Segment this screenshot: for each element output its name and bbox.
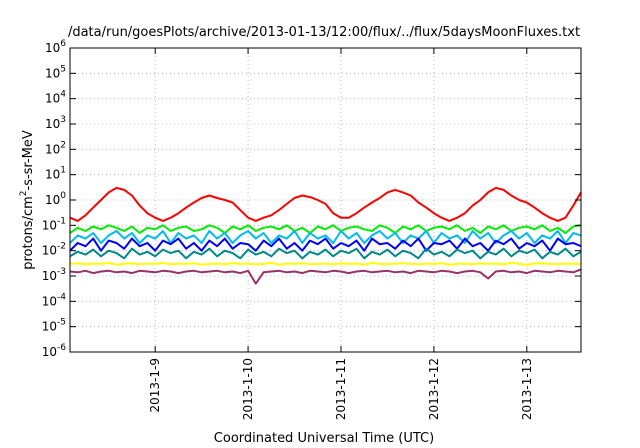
- y-tick-label: 10-3: [42, 267, 66, 283]
- y-tick-label: 101: [45, 166, 66, 182]
- y-tick-label: 104: [45, 90, 66, 106]
- y-tick-label: 100: [45, 191, 66, 207]
- series-line: [69, 247, 582, 260]
- x-axis-label: Coordinated Universal Time (UTC): [214, 431, 434, 446]
- series-line: [69, 230, 582, 244]
- y-tick-label: 105: [45, 64, 66, 80]
- series-line: [69, 186, 582, 222]
- y-tick-label: 10-2: [42, 242, 66, 258]
- y-tick-label: 10-4: [42, 292, 67, 308]
- y-tick-label: 10-1: [42, 216, 66, 232]
- y-tick-label: 10-5: [42, 318, 66, 334]
- x-axis: 2013-1-9 2013-1-10 2013-1-11 2013-1-12 2013-…: [148, 48, 534, 420]
- x-tick-label: 2013-1-10: [241, 358, 255, 420]
- x-tick-label: 2013-1-11: [334, 358, 348, 420]
- x-tick-label: 2013-1-12: [427, 358, 441, 420]
- y-tick-label: 106: [45, 39, 66, 55]
- series-line: [69, 224, 582, 234]
- series-line: [69, 237, 582, 252]
- y-axis-label: protons/cm2-s-sr-MeV: [19, 130, 36, 270]
- x-tick-label: 2013-1-9: [148, 358, 162, 412]
- y-tick-label: 103: [45, 115, 66, 131]
- chart-title: /data/run/goesPlots/archive/2013-01-13/1…: [68, 25, 580, 40]
- series-line: [69, 261, 581, 266]
- y-tick-label: 10-6: [42, 343, 67, 359]
- grid-lines: [70, 48, 581, 352]
- y-axis: 10-6 10-5 10-4 10-3 10-2 10-1 100 101 102 103 104 1…: [42, 39, 581, 359]
- series-group: [69, 186, 582, 285]
- y-tick-label: 102: [45, 140, 66, 156]
- series-line: [69, 268, 582, 285]
- x-tick-label: 2013-1-13: [520, 358, 534, 420]
